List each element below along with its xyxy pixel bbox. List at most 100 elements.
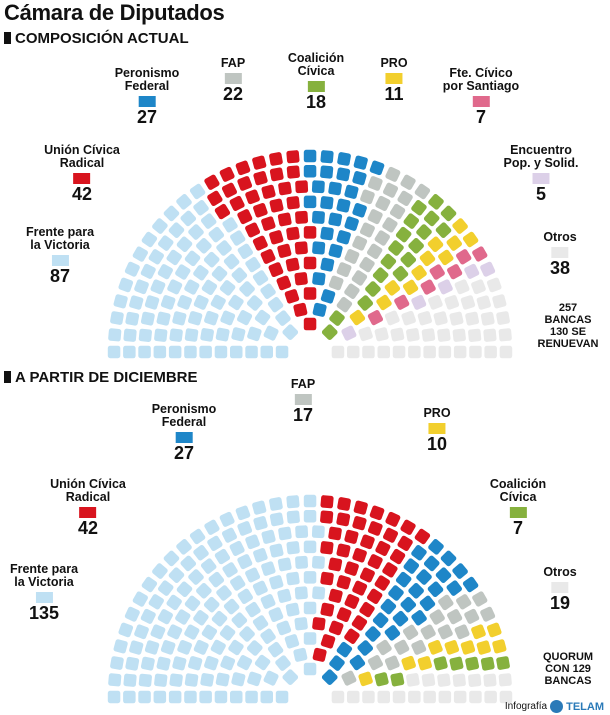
seat-frente-para-la-victoria [204,310,219,326]
seat-frente-para-la-victoria [123,328,137,342]
seat-otros [498,673,512,687]
seat-union-civica-radical [344,529,359,544]
telam-logo-icon [550,700,564,713]
seat-frente-para-la-victoria [253,547,268,563]
seat-frente-para-la-victoria [193,265,209,281]
seat-coalicion-civica [403,213,420,229]
seat-otros [347,690,360,704]
seat-frente-para-la-victoria [184,328,199,342]
seat-frente-para-la-victoria [148,594,164,610]
seat-peronismo-federal [320,289,336,304]
seat-coalicion-civica [411,200,427,216]
seat-union-civica-radical [320,602,335,617]
seat-otros [433,311,448,326]
seat-otros [468,328,482,342]
seat-frente-para-la-victoria [113,294,128,309]
seat-union-civica-radical [268,262,284,278]
seat-frente-para-la-victoria [275,655,291,671]
legend-encuentro-pop-y-solid: Encuentro Pop. y Solid. 5 [503,144,578,204]
seat-union-civica-radical [320,571,334,586]
legend-value: 17 [292,405,314,425]
seat-otros [408,690,421,704]
seat-peronismo-federal [419,595,436,612]
seat-fap [375,195,391,211]
seat-frente-para-la-victoria [207,535,223,552]
seat-otros [423,690,436,704]
seat-union-civica-radical [328,588,343,603]
seat-union-civica-radical [269,152,283,166]
seat-frente-para-la-victoria [222,217,238,233]
seat-frente-para-la-victoria [260,690,273,704]
seat-frente-para-la-victoria [184,595,201,612]
seat-pro [462,231,479,248]
seat-union-civica-radical [320,510,334,524]
seat-union-civica-radical [286,150,300,164]
seat-frente-para-la-victoria [275,310,291,326]
seat-frente-para-la-victoria [196,237,212,254]
parliament-chart-current [107,149,513,359]
seat-frente-para-la-victoria [176,539,192,555]
legend-label: FAP [220,56,246,70]
seat-frente-para-la-victoria [138,345,151,359]
seat-frente-para-la-victoria [168,345,182,359]
seat-frente-para-la-victoria [219,625,236,641]
seat-peronismo-federal [365,626,381,642]
seat-fap [352,235,368,251]
seat-frente-para-la-victoria [141,576,158,593]
note-line: BANCAS [544,675,592,687]
seat-frente-para-la-victoria [237,521,253,536]
seat-frente-para-la-victoria [268,607,284,623]
seat-otros [358,326,373,342]
seat-frente-para-la-victoria [140,608,156,624]
seat-frente-para-la-victoria [168,222,185,238]
legend-coalicion-civica: Coalición Cívica 18 [288,52,344,112]
seat-union-civica-radical [352,516,367,531]
seat-frente-para-la-victoria [269,543,284,558]
seat-frente-para-la-victoria [196,582,212,599]
seat-frente-para-la-victoria [129,295,144,310]
seat-pro [376,294,392,311]
seat-frente-para-la-victoria [245,256,261,273]
seat-frente-para-la-victoria [138,690,151,704]
seat-union-civica-radical [328,557,343,572]
seat-otros [437,673,451,687]
seat-union-civica-radical [293,302,308,317]
seat-frente-para-la-victoria [269,512,284,527]
note-line: 130 SE [549,326,587,338]
seat-union-civica-radical [344,628,360,644]
seat-coalicion-civica [400,251,417,268]
seat-fap [336,262,352,278]
seat-union-civica-radical [352,547,367,563]
seat-frente-para-la-victoria [200,328,214,342]
seat-frente-para-la-victoria [252,580,268,596]
legend-fap: FAP 17 [291,378,315,425]
seat-peronismo-federal [336,167,351,182]
seat-frente-para-la-victoria [286,571,300,586]
seat-otros [331,345,345,359]
seat-frente-para-la-victoria [110,311,124,325]
seat-fap [464,608,480,624]
seat-frente-para-la-victoria [184,279,200,295]
seat-frente-para-la-victoria [157,235,174,251]
legend-value: 87 [49,266,71,286]
seat-union-civica-radical [385,511,401,527]
seat-peronismo-federal [435,567,452,583]
seat-otros [438,690,452,704]
seat-union-civica-radical [414,528,431,545]
note-line: 257 [558,302,578,314]
seat-frente-para-la-victoria [286,541,300,555]
seat-otros [468,673,482,687]
seat-otros [417,311,432,326]
seat-union-civica-radical [253,202,268,218]
seat-fap [429,609,445,625]
seat-frente-para-la-victoria [134,624,149,640]
seat-frente-para-la-victoria [261,529,276,544]
seat-union-civica-radical [303,256,317,270]
seat-frente-para-la-victoria [113,639,128,654]
seat-frente-para-la-victoria [188,311,203,326]
seat-frente-para-la-victoria [176,236,193,253]
seat-union-civica-radical [269,230,284,245]
seat-otros [454,279,470,295]
seat-frente-para-la-victoria [237,243,253,260]
seat-fap [360,189,375,205]
